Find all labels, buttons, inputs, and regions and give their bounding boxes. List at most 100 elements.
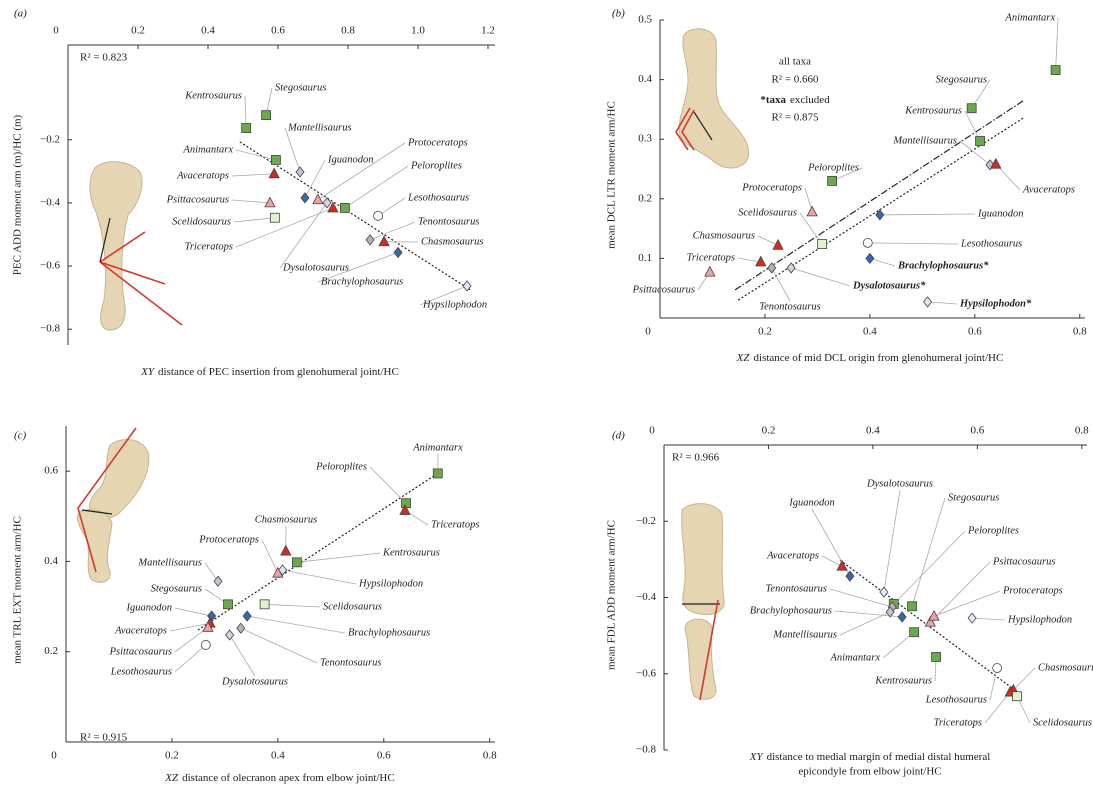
leader-line: [232, 200, 270, 203]
taxon-label: Protoceratops: [741, 182, 802, 193]
x-axis-title-text: distance to medial margin of medial dist…: [767, 751, 991, 763]
marker-square: [271, 155, 280, 164]
taxon-label: Scelidosaurus: [172, 216, 231, 227]
taxon-label: Hypsilophodon*: [959, 298, 1032, 309]
x-tick-label: 0: [51, 750, 57, 762]
leader-line: [791, 268, 850, 286]
taxon-label: Mantellisaurus: [137, 557, 202, 568]
taxon-label: Tenontosaurus: [418, 216, 479, 227]
leader-line: [305, 160, 325, 198]
leader-line: [318, 143, 405, 200]
leader-line: [884, 490, 900, 592]
taxon-label: Lesothosaurus: [110, 666, 172, 677]
x-tick-label: 0: [53, 25, 59, 37]
taxon-label: Mantellisaurus: [892, 135, 957, 146]
taxon-label: Triceratops: [934, 717, 982, 728]
annotation-excluded-r2: R² = 0.875: [771, 112, 819, 124]
x-tick-label: 0: [649, 425, 655, 437]
y-axis-title: mean FDL ADD moment arm/HC: [606, 520, 618, 670]
panel-label: (c): [14, 430, 27, 442]
taxon-label: Stegosaurus: [948, 492, 999, 503]
taxon-label: Iguanodon: [327, 154, 374, 165]
figure: (a)00.20.40.60.81.01.2−0.2−0.4−0.6−0.8XY…: [0, 0, 1093, 787]
x-tick-label: 0.4: [271, 750, 285, 762]
taxon-label: Kentrosaurus: [904, 105, 962, 116]
leader-line: [738, 258, 761, 262]
taxon-label: Hypsilophodon: [422, 299, 487, 310]
leader-line: [972, 618, 1005, 620]
taxon-label: Hypsilophodon: [358, 578, 423, 589]
y-tick-label: −0.2: [40, 133, 60, 145]
x-axis-title: XYdistance to medial margin of medial di…: [749, 751, 991, 763]
x-axis-title-text: distance of olecranon apex from elbow jo…: [182, 772, 395, 784]
x-tick-label: 0.4: [201, 25, 215, 37]
marker-diamond: [787, 263, 795, 273]
leader-line: [840, 612, 890, 635]
marker-square: [242, 124, 251, 133]
leader-line: [345, 166, 408, 208]
marker-square: [908, 602, 917, 611]
leader-line: [868, 243, 958, 244]
taxon-label: Avaceratops: [114, 625, 167, 636]
marker-triangle: [313, 194, 323, 204]
taxon-label: Animantarx: [182, 144, 233, 155]
x-tick-label: 0: [645, 326, 651, 338]
marker-diamond: [898, 612, 906, 622]
taxon-label: Tenontosaurus: [320, 657, 381, 668]
taxon-label: Dysalotosaurus: [221, 676, 288, 687]
taxon-label: Dysalotosaurus*: [852, 280, 926, 291]
taxon-label: Iguanodon: [126, 602, 173, 613]
x-tick-label: 1.0: [411, 25, 425, 37]
taxon-label: Peloroplites: [315, 461, 367, 472]
taxon-label: Triceratops: [431, 519, 479, 530]
marker-triangle: [269, 168, 279, 178]
taxon-label: Peloroplites: [410, 160, 462, 171]
leader-line: [283, 570, 356, 584]
taxon-label: Brachylophosaurus*: [897, 260, 989, 271]
taxon-label: Scelidosaurus: [1033, 717, 1092, 728]
radius-illustration: [682, 504, 725, 700]
x-tick-label: 0.8: [483, 750, 497, 762]
humerus-illustration: [90, 162, 182, 330]
taxon-label: Brachylophosaurus: [321, 276, 403, 287]
y-tick-label: 0.4: [638, 73, 652, 85]
taxon-label: Scelidosaurus: [738, 207, 797, 218]
taxon-label: Psittacosaurus: [166, 194, 229, 205]
taxon-label: Psittacosaurus: [109, 646, 172, 657]
x-axis-title: XYdistance of PEC insertion from glenohu…: [140, 366, 399, 378]
panel-label: (b): [612, 8, 625, 20]
taxon-label: Psittacosaurus: [632, 284, 695, 295]
marker-triangle: [281, 546, 291, 556]
y-axis-title: PEC ADD moment arm (m)/HC (m): [12, 114, 24, 275]
marker-square: [224, 600, 233, 609]
taxon-label: Stegosaurus: [275, 82, 326, 93]
marker-square: [976, 136, 985, 145]
marker-square: [260, 600, 269, 609]
marker-square: [910, 628, 919, 637]
taxon-label: Stegosaurus: [936, 74, 987, 85]
marker-square: [340, 203, 349, 212]
marker-circle: [374, 211, 383, 220]
leader-line: [234, 218, 275, 222]
marker-circle: [863, 238, 872, 247]
y-tick-label: −0.2: [636, 515, 656, 527]
taxon-label: Avaceratops: [176, 170, 229, 181]
leader-line: [985, 692, 1010, 723]
taxon-label: Lesothosaurus: [925, 694, 987, 705]
leader-line: [912, 498, 945, 606]
marker-triangle: [705, 267, 715, 277]
y-tick-label: −0.6: [636, 667, 656, 679]
marker-triangle: [265, 197, 275, 207]
annotation-all-taxa: all taxa: [779, 56, 811, 68]
annotation-excluded-text: excluded: [790, 94, 830, 106]
taxon-label: Chasmosaurus: [1038, 662, 1093, 673]
taxon-label: Psittacosaurus: [992, 556, 1055, 567]
taxon-label: Kentrosaurus: [184, 90, 242, 101]
marker-square: [262, 111, 271, 120]
taxon-label: Protoceratops: [1002, 585, 1063, 596]
taxon-label: Scelidosaurus: [323, 601, 382, 612]
x-tick-label: 0.2: [131, 25, 145, 37]
y-tick-label: 0.5: [638, 14, 652, 26]
leader-line: [934, 591, 1000, 616]
